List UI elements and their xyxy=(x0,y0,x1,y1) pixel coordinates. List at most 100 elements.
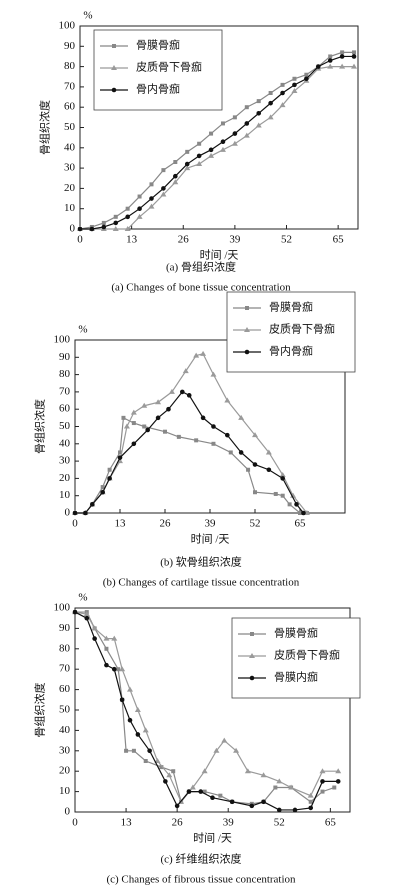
y-tick-label: 30 xyxy=(59,455,71,467)
marker xyxy=(255,122,262,128)
marker xyxy=(143,759,148,763)
marker xyxy=(352,50,357,55)
y-tick-label: 70 xyxy=(64,80,76,92)
marker xyxy=(111,87,117,93)
marker xyxy=(134,707,141,712)
marker xyxy=(229,799,235,805)
x-tick-label: 13 xyxy=(121,817,133,829)
marker xyxy=(155,415,161,421)
marker xyxy=(149,196,154,201)
caption: (a) 骨组织浓度 xyxy=(166,260,236,274)
marker xyxy=(268,100,273,106)
y-tick-label: 30 xyxy=(59,744,71,756)
x-tick-label: 0 xyxy=(72,518,78,530)
y-tick-label: 50 xyxy=(64,121,76,133)
marker xyxy=(328,54,333,59)
marker xyxy=(77,226,83,232)
marker xyxy=(304,76,309,82)
marker xyxy=(219,146,226,152)
marker xyxy=(225,432,230,438)
marker xyxy=(267,114,274,120)
marker xyxy=(159,765,164,770)
y-tick-label: 100 xyxy=(54,334,71,346)
marker xyxy=(298,511,302,515)
y-tick-label: 0 xyxy=(70,223,76,235)
marker xyxy=(141,402,148,408)
marker xyxy=(72,510,78,516)
marker xyxy=(107,467,112,472)
marker xyxy=(249,803,255,809)
y-tick-label: 60 xyxy=(59,683,71,695)
marker xyxy=(184,165,191,171)
marker xyxy=(340,50,345,55)
marker xyxy=(118,450,122,455)
marker xyxy=(91,625,98,631)
marker xyxy=(154,758,161,763)
y-tick-label: 100 xyxy=(54,602,71,614)
marker xyxy=(90,502,95,507)
marker xyxy=(173,160,178,165)
x-tick-label: 52 xyxy=(274,817,285,829)
legend-label: 皮质骨下骨痂 xyxy=(136,61,202,74)
y-tick-label: 50 xyxy=(59,420,71,432)
marker xyxy=(130,409,137,415)
marker xyxy=(280,476,285,481)
marker xyxy=(249,653,255,658)
marker xyxy=(174,803,180,809)
marker xyxy=(273,785,278,790)
marker xyxy=(123,423,130,429)
y-axis-title: 骨组织浓度 xyxy=(33,399,47,454)
caption: (c) 纤维组织浓度 xyxy=(161,852,242,866)
x-axis-title: 时间 /天 xyxy=(191,533,230,546)
marker xyxy=(111,666,117,672)
marker xyxy=(202,789,207,794)
marker xyxy=(135,732,141,737)
marker xyxy=(121,415,126,420)
series-line xyxy=(75,416,307,514)
marker xyxy=(83,611,90,617)
marker xyxy=(244,327,250,332)
caption-en: (b) Changes of cartilage tissue concentr… xyxy=(103,577,300,589)
marker xyxy=(155,399,162,405)
marker xyxy=(231,140,238,146)
marker xyxy=(112,44,116,48)
y-unit: % xyxy=(78,592,87,604)
marker xyxy=(184,161,190,167)
marker xyxy=(189,784,196,790)
marker xyxy=(185,149,190,154)
marker xyxy=(292,807,298,813)
marker xyxy=(327,58,333,63)
y-unit: % xyxy=(83,10,92,22)
marker xyxy=(172,179,179,185)
marker xyxy=(112,226,119,231)
marker xyxy=(292,82,297,88)
y-tick-label: 0 xyxy=(65,507,71,519)
marker xyxy=(288,784,295,790)
y-tick-label: 60 xyxy=(59,403,71,415)
caption-en: (a) Changes of bone tissue concentration xyxy=(111,282,291,294)
marker xyxy=(200,350,207,356)
marker xyxy=(201,768,208,774)
marker xyxy=(161,168,166,173)
marker xyxy=(256,110,262,116)
marker xyxy=(218,793,223,798)
caption-en: (c) Changes of fibrous tissue concentrat… xyxy=(106,874,296,886)
marker xyxy=(268,90,273,95)
marker xyxy=(186,393,192,398)
marker xyxy=(291,87,298,93)
y-tick-label: 10 xyxy=(64,202,76,214)
legend-label: 骨膜骨痂 xyxy=(274,627,318,640)
y-tick-label: 40 xyxy=(59,724,71,736)
marker xyxy=(111,65,117,70)
marker xyxy=(320,789,325,794)
y-tick-label: 0 xyxy=(65,806,71,818)
marker xyxy=(238,414,245,420)
marker xyxy=(265,449,272,455)
marker xyxy=(104,662,109,668)
marker xyxy=(249,675,255,681)
marker xyxy=(279,471,286,477)
marker xyxy=(119,666,126,672)
y-tick-label: 70 xyxy=(59,385,71,397)
marker xyxy=(163,779,168,784)
marker xyxy=(196,161,203,167)
